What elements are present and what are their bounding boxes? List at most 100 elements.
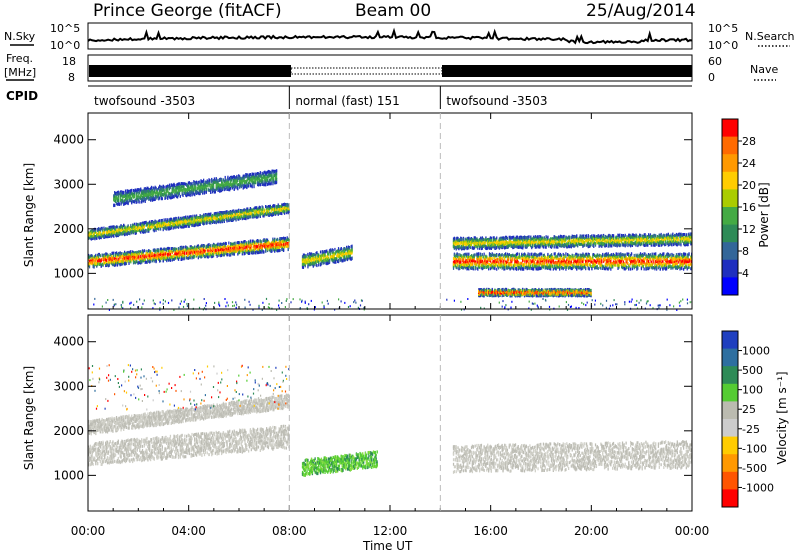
echo-cell: [287, 211, 289, 215]
echo-cell: [159, 222, 161, 226]
echo-cell: [135, 191, 137, 195]
echo-cell: [106, 252, 108, 256]
echo-cell: [93, 228, 95, 232]
echo-cell: [158, 224, 160, 228]
echo-cell: [322, 261, 324, 265]
echo-cell: [119, 251, 121, 255]
echo-cell: [240, 184, 243, 188]
echo-cell: [191, 181, 193, 185]
echo-cell: [313, 258, 315, 262]
echo-cell: [283, 202, 286, 206]
echo-cell: [213, 179, 216, 182]
echo-cell: [117, 258, 119, 262]
echo-cell: [136, 188, 138, 192]
echo-cell: [110, 257, 112, 261]
echo-cell: [207, 255, 209, 259]
echo-cell: [88, 235, 90, 238]
echo-cell: [146, 189, 148, 193]
echo-cell: [256, 210, 258, 213]
echo-cell: [217, 251, 219, 255]
echo-cell: [202, 184, 204, 188]
echo-cell: [134, 251, 136, 255]
echo-cell: [102, 232, 104, 235]
echo-cell: [244, 211, 246, 215]
echo-cell: [235, 248, 237, 252]
echo-cell: [125, 192, 128, 196]
echo-cell: [146, 194, 148, 198]
echo-cell: [108, 235, 110, 238]
echo-cell: [248, 208, 251, 212]
echo-cell: [278, 205, 280, 209]
echo-cell: [267, 205, 270, 208]
echo-cell: [123, 256, 125, 260]
echo-cell: [131, 192, 133, 196]
echo-cell: [187, 188, 190, 192]
echo-cell: [308, 263, 310, 267]
echo-cell: [225, 183, 227, 186]
echo-cell: [154, 227, 156, 231]
echo-cell: [107, 254, 110, 258]
echo-cell: [223, 253, 225, 257]
echo-cell: [172, 188, 174, 192]
echo-cell: [166, 223, 168, 227]
echo-cell: [182, 221, 184, 225]
echo-cell: [141, 258, 144, 262]
echo-cell: [200, 250, 202, 254]
echo-cell: [115, 259, 118, 263]
echo-cell: [119, 231, 121, 235]
echo-cell: [183, 255, 185, 259]
echo-cell: [97, 255, 100, 259]
echo-cell: [178, 218, 181, 222]
echo-cell: [88, 259, 91, 263]
echo-cell: [264, 241, 266, 245]
echo-cell: [141, 222, 143, 226]
echo-cell: [168, 191, 170, 195]
echo-cell: [307, 258, 309, 262]
echo-cell: [216, 254, 218, 258]
echo-cell: [207, 245, 209, 249]
echo-cell: [158, 222, 160, 225]
echo-cell: [215, 220, 217, 224]
echo-cell: [175, 221, 177, 224]
echo-cell: [89, 232, 92, 236]
echo-cell: [98, 259, 101, 263]
echo-cell: [115, 202, 118, 206]
echo-cell: [221, 181, 223, 185]
echo-cell: [242, 243, 244, 247]
echo-cell: [218, 182, 220, 186]
echo-cell: [222, 212, 225, 216]
echo-cell: [223, 248, 225, 252]
echo-cell: [304, 261, 306, 265]
echo-cell: [173, 223, 175, 227]
echo-cell: [201, 189, 203, 193]
echo-cell: [265, 249, 267, 253]
echo-cell: [116, 192, 119, 196]
echo-cell: [188, 256, 190, 260]
echo-cell: [155, 256, 157, 260]
echo-cell: [230, 178, 233, 182]
echo-cell: [155, 195, 157, 199]
echo-cell: [182, 225, 184, 229]
echo-cell: [177, 247, 180, 250]
echo-cell: [192, 214, 194, 218]
echo-cell: [221, 181, 224, 185]
echo-cell: [276, 237, 279, 241]
echo-cell: [202, 180, 204, 184]
echo-cell: [275, 181, 277, 185]
echo-cell: [185, 182, 187, 186]
echo-cell: [329, 248, 332, 252]
nave-tick-bottom: 0: [708, 71, 715, 84]
nave-tick-top: 60: [708, 55, 722, 68]
echo-cell: [328, 252, 330, 256]
echo-cell: [266, 245, 268, 249]
echo-cell: [212, 254, 214, 258]
echo-cell: [177, 182, 179, 186]
echo-cell: [269, 244, 271, 248]
echo-cell: [104, 261, 106, 265]
echo-cell: [181, 190, 183, 194]
echo-cell: [162, 253, 164, 257]
echo-cell: [136, 254, 138, 258]
echo-cell: [97, 259, 100, 263]
echo-cell: [281, 237, 283, 240]
echo-cell: [229, 250, 231, 254]
